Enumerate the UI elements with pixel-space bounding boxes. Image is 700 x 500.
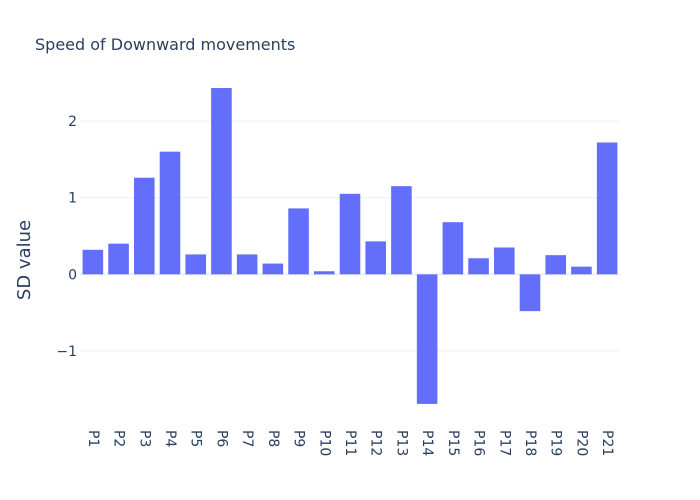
bar-p20[interactable]: [571, 266, 592, 275]
x-tick-label: P2: [111, 430, 127, 447]
bar-p14[interactable]: [416, 274, 438, 404]
chart-title: Speed of Downward movements: [35, 35, 295, 54]
bar-p7[interactable]: [236, 254, 258, 275]
bar-p19[interactable]: [545, 255, 566, 275]
y-tick-label: 0: [68, 267, 77, 283]
bar-p5[interactable]: [185, 254, 206, 275]
bar-p4[interactable]: [159, 151, 181, 275]
x-tick-label: P5: [188, 430, 204, 447]
x-tick-label: P3: [136, 430, 152, 447]
bar-p16[interactable]: [468, 258, 489, 275]
x-tick-label: P20: [573, 430, 589, 456]
bar-p2[interactable]: [108, 243, 129, 275]
x-tick-label: P16: [471, 430, 487, 456]
x-tick-label: P14: [419, 430, 435, 456]
bar-p6[interactable]: [211, 88, 232, 275]
x-tick-label: P4: [162, 430, 178, 447]
x-tick-label: P1: [85, 430, 101, 447]
y-tick-layer: −1 0 1 2: [56, 114, 77, 360]
bar-p17[interactable]: [494, 247, 515, 275]
bar-p18[interactable]: [519, 274, 541, 312]
x-tick-label: P7: [239, 430, 255, 447]
x-tick-label: P13: [393, 430, 409, 456]
y-tick-label: 2: [68, 114, 77, 130]
x-tick-label: P15: [445, 430, 461, 456]
bar-p15[interactable]: [442, 222, 464, 275]
x-tick-label: P12: [368, 430, 384, 456]
x-tick-layer: P1 P2 P3 P4 P5 P6 P7 P8 P9 P10 P11 P12 P13 P14 P15 P16 P…: [85, 430, 615, 456]
x-tick-label: P10: [316, 430, 332, 456]
x-tick-label: P19: [548, 430, 564, 456]
bar-p8[interactable]: [262, 263, 284, 275]
x-tick-label: P11: [342, 430, 358, 456]
bar-p3[interactable]: [134, 177, 155, 275]
bar-p10[interactable]: [314, 271, 335, 275]
y-tick-label: −1: [56, 344, 77, 360]
y-tick-label: 1: [68, 191, 77, 207]
x-tick-label: P17: [496, 430, 512, 456]
bar-p12[interactable]: [365, 241, 386, 275]
bar-p21[interactable]: [596, 142, 618, 275]
x-tick-label: P9: [291, 430, 307, 447]
bar-p9[interactable]: [288, 208, 309, 275]
bar-p13[interactable]: [391, 186, 412, 275]
x-tick-label: P6: [213, 430, 229, 447]
y-axis-label: SD value: [14, 220, 35, 300]
x-tick-label: P21: [599, 430, 615, 456]
x-tick-label: P18: [522, 430, 538, 456]
bar-p1[interactable]: [82, 249, 104, 275]
bar-layer: [82, 88, 618, 404]
x-tick-label: P8: [265, 430, 281, 447]
bar-p11[interactable]: [339, 193, 361, 275]
